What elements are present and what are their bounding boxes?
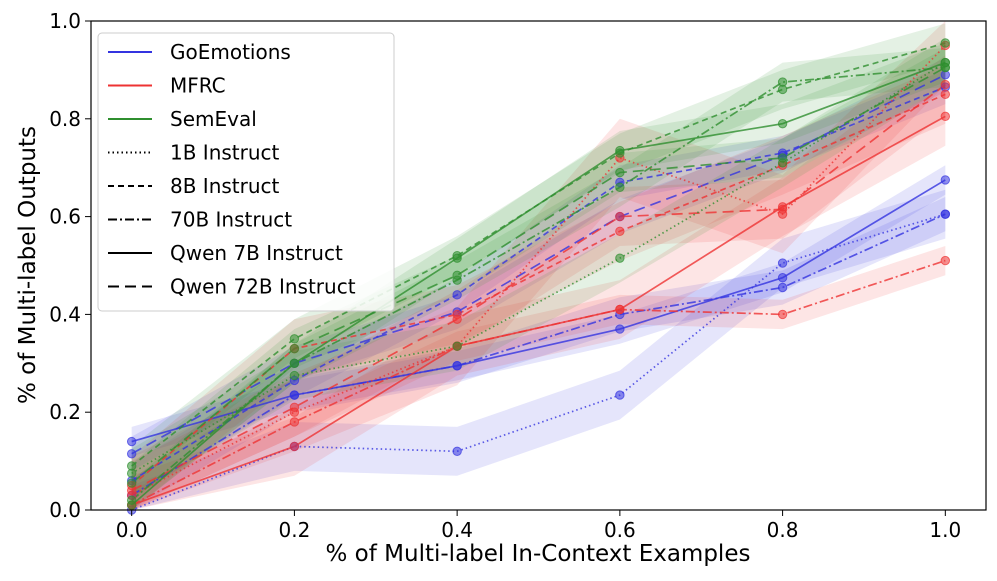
point-mfrc-70b-instruct	[289, 417, 300, 427]
point-goemotions-70b-instruct	[777, 282, 788, 293]
legend: GoEmotions MFRC SemEval 1B Instruct 8B Instr…	[97, 32, 395, 312]
line-mfrc-8b-instruct	[131, 93, 946, 487]
line-semeval-1b-instruct	[131, 61, 946, 475]
band-semeval-qwen-7b-instruct	[131, 43, 946, 510]
legend-label-semeval: SemEval	[170, 107, 257, 131]
y-tick-label: 1.0	[49, 9, 81, 33]
point-goemotions-qwen-7b-instruct	[452, 361, 462, 371]
point-goemotions-qwen-7b-instruct	[289, 390, 300, 400]
point-mfrc-qwen-7b-instruct	[289, 441, 300, 452]
band-mfrc-8b-instruct	[131, 65, 946, 510]
point-semeval-70b-instruct	[777, 77, 788, 87]
y-tick-label: 0.0	[49, 498, 81, 522]
series-lines	[131, 42, 946, 511]
y-axis-ticks: 0.0 0.2 0.4 0.6 0.8 1.0	[49, 9, 91, 522]
x-tick-label: 0.2	[279, 518, 311, 542]
line-mfrc-qwen-72b-instruct	[131, 83, 946, 492]
y-tick-label: 0.6	[49, 205, 81, 229]
point-mfrc-70b-instruct	[940, 255, 951, 266]
point-goemotions-qwen-7b-instruct	[940, 175, 951, 185]
legend-label-qwen-7b-instruct: Qwen 7B Instruct	[170, 241, 343, 265]
legend-label-goemotions: GoEmotions	[170, 40, 291, 64]
band-mfrc-qwen-7b-instruct	[131, 87, 946, 510]
point-mfrc-qwen-72b-instruct	[289, 402, 300, 413]
band-goemotions-70b-instruct	[131, 197, 946, 511]
line-semeval-qwen-72b-instruct	[131, 66, 946, 484]
point-mfrc-qwen-72b-instruct	[940, 79, 951, 90]
point-goemotions-qwen-7b-instruct	[615, 324, 625, 334]
band-semeval-1b-instruct	[131, 38, 946, 498]
point-goemotions-1b-instruct	[615, 390, 625, 400]
point-goemotions-qwen-7b-instruct	[777, 273, 788, 283]
band-mfrc-70b-instruct	[131, 245, 946, 510]
line-goemotions-1b-instruct	[131, 213, 946, 511]
point-semeval-qwen-72b-instruct	[940, 62, 951, 73]
point-mfrc-qwen-7b-instruct	[615, 304, 625, 315]
point-semeval-qwen-72b-instruct	[452, 270, 462, 280]
x-tick-label: 0.8	[767, 518, 799, 542]
legend-label-70b-instruct: 70B Instruct	[170, 208, 292, 232]
point-semeval-8b-instruct	[126, 461, 137, 471]
band-goemotions-qwen-7b-instruct	[131, 165, 946, 457]
line-goemotions-qwen-72b-instruct	[131, 74, 946, 455]
band-semeval-70b-instruct	[131, 47, 946, 511]
point-semeval-70b-instruct	[615, 182, 625, 192]
point-mfrc-70b-instruct	[777, 309, 788, 320]
band-goemotions-8b-instruct	[131, 69, 946, 498]
point-goemotions-8b-instruct	[452, 290, 462, 300]
point-semeval-qwen-72b-instruct	[615, 167, 625, 178]
point-semeval-qwen-7b-instruct	[615, 145, 625, 156]
legend-label-mfrc: MFRC	[170, 74, 226, 98]
line-goemotions-qwen-7b-instruct	[131, 179, 946, 443]
point-semeval-8b-instruct	[940, 38, 951, 48]
point-semeval-qwen-7b-instruct	[777, 118, 788, 129]
point-goemotions-1b-instruct	[777, 258, 788, 268]
y-tick-label: 0.2	[49, 400, 81, 424]
x-tick-label: 0.0	[116, 518, 148, 542]
x-tick-label: 0.6	[604, 518, 636, 542]
plot-frame	[90, 20, 987, 511]
x-tick-label: 1.0	[929, 518, 961, 542]
point-goemotions-1b-instruct	[452, 446, 462, 457]
point-mfrc-qwen-7b-instruct	[940, 111, 951, 122]
point-mfrc-8b-instruct	[940, 89, 951, 100]
x-axis-title: % of Multi-label In-Context Examples	[326, 541, 751, 567]
point-semeval-1b-instruct	[289, 370, 300, 381]
legend-label-8b-instruct: 8B Instruct	[170, 174, 280, 198]
y-tick-label: 0.4	[49, 302, 81, 326]
point-mfrc-qwen-72b-instruct	[452, 314, 462, 324]
point-semeval-qwen-72b-instruct	[126, 478, 137, 488]
point-goemotions-qwen-7b-instruct	[126, 436, 137, 447]
point-semeval-qwen-72b-instruct	[289, 343, 300, 354]
legend-label-1b-instruct: 1B Instruct	[170, 141, 280, 165]
point-semeval-1b-instruct	[452, 341, 462, 351]
point-semeval-qwen-7b-instruct	[452, 253, 462, 263]
point-mfrc-qwen-72b-instruct	[615, 211, 625, 222]
point-semeval-qwen-72b-instruct	[777, 153, 788, 163]
legend-label-qwen-72b-instruct: Qwen 72B Instruct	[170, 275, 356, 299]
point-semeval-qwen-7b-instruct	[126, 500, 137, 510]
legend-box	[97, 32, 395, 312]
point-semeval-qwen-7b-instruct	[289, 358, 300, 368]
point-mfrc-qwen-72b-instruct	[777, 204, 788, 214]
line-mfrc-qwen-7b-instruct	[131, 115, 946, 506]
band-semeval-8b-instruct	[131, 23, 946, 486]
point-semeval-1b-instruct	[615, 253, 625, 263]
x-axis-ticks: 0.0 0.2 0.4 0.6 0.8 1.0	[116, 510, 961, 542]
point-goemotions-qwen-72b-instruct	[126, 449, 137, 459]
band-goemotions-1b-instruct	[131, 189, 946, 510]
line-mfrc-1b-instruct	[131, 44, 946, 497]
point-mfrc-8b-instruct	[615, 226, 625, 236]
y-tick-label: 0.8	[49, 107, 81, 131]
line-goemotions-8b-instruct	[131, 86, 946, 482]
line-goemotions-70b-instruct	[131, 213, 946, 497]
point-goemotions-70b-instruct	[940, 209, 951, 219]
x-tick-label: 0.4	[441, 518, 473, 542]
line-semeval-qwen-7b-instruct	[131, 61, 946, 506]
y-axis-title: % of Multi-label Outputs	[15, 126, 41, 404]
point-semeval-8b-instruct	[289, 334, 300, 344]
